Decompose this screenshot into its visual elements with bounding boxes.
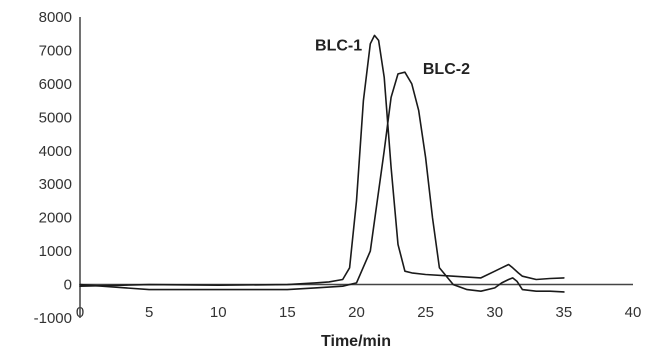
x-tick-label: 15 (279, 304, 296, 321)
peak-label-1: BLC-1 (315, 37, 362, 54)
peak-annotations: BLC-1 BLC-2 (315, 37, 470, 77)
series-layer (79, 34, 565, 293)
x-axis-label: Time/min (321, 333, 391, 350)
x-tick-label: 5 (145, 304, 153, 321)
y-tick-label: 2000 (39, 210, 72, 227)
series-line-2 (79, 71, 565, 293)
y-tick-label: 6000 (39, 76, 72, 93)
x-tick-label: 25 (417, 304, 434, 321)
y-tick-label: 7000 (39, 42, 72, 59)
y-tick-label: 3000 (39, 176, 72, 193)
x-tick-label: 30 (486, 304, 503, 321)
y-tick-label: 1000 (39, 243, 72, 260)
x-tick-label: 40 (625, 304, 642, 321)
x-tick-label: 35 (556, 304, 573, 321)
y-tick-labels: -1000 0 1000 2000 3000 4000 5000 6000 7000 8000 (34, 9, 72, 327)
y-tick-label: 5000 (39, 109, 72, 126)
y-tick-label: 0 (64, 277, 72, 294)
y-tick-label: 4000 (39, 143, 72, 160)
series-line-1 (79, 34, 565, 287)
x-tick-label: 20 (348, 304, 365, 321)
peak-label-2: BLC-2 (423, 61, 470, 78)
y-tick-label: 8000 (39, 9, 72, 26)
x-tick-label: 10 (210, 304, 227, 321)
y-tick-label: -1000 (34, 310, 72, 327)
